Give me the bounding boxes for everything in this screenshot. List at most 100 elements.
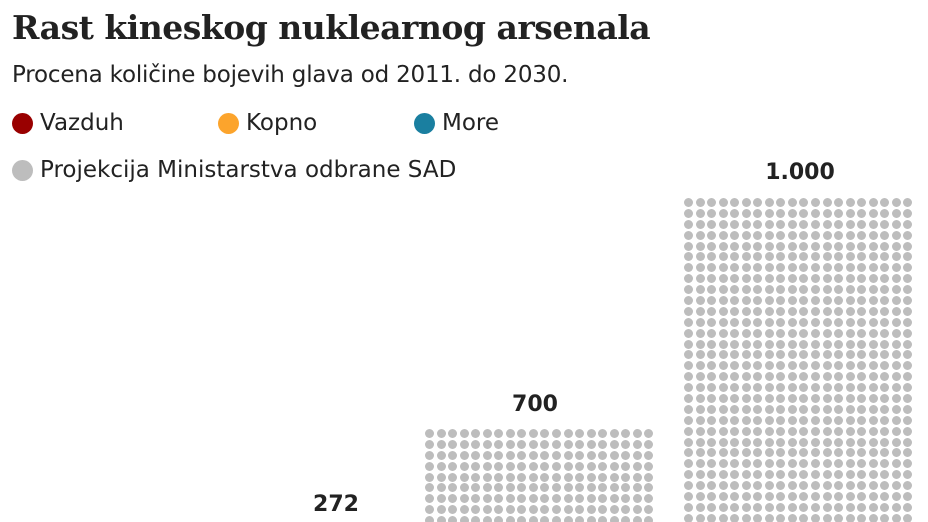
warhead-dot xyxy=(857,317,867,327)
warhead-dot xyxy=(621,450,631,460)
warhead-dot xyxy=(575,450,585,460)
warhead-dot xyxy=(718,502,728,512)
warhead-dot xyxy=(528,429,538,438)
warhead-dot xyxy=(822,306,832,316)
warhead-dot xyxy=(891,306,901,316)
warhead-dot xyxy=(903,263,913,273)
warhead-dot xyxy=(811,241,821,251)
warhead-dot xyxy=(764,394,774,404)
dot-bar xyxy=(425,428,656,522)
warhead-dot xyxy=(695,361,705,371)
warhead-dot xyxy=(868,481,878,491)
warhead-dot xyxy=(880,470,890,480)
warhead-dot xyxy=(528,472,538,482)
warhead-dot xyxy=(482,483,492,493)
warhead-dot xyxy=(787,470,797,480)
warhead-dot xyxy=(776,372,786,382)
warhead-dot xyxy=(632,483,642,493)
warhead-dot xyxy=(741,296,751,306)
warhead-dot xyxy=(880,415,890,425)
warhead-dot xyxy=(845,198,855,207)
warhead-dot xyxy=(609,505,619,515)
warhead-dot xyxy=(707,361,717,371)
warhead-dot xyxy=(741,241,751,251)
warhead-dot xyxy=(880,198,890,207)
warhead-dot xyxy=(868,198,878,207)
warhead-dot xyxy=(811,383,821,393)
warhead-dot xyxy=(448,516,458,522)
warhead-dot xyxy=(776,361,786,371)
warhead-dot xyxy=(741,492,751,502)
warhead-dot xyxy=(644,429,654,438)
warhead-dot xyxy=(494,494,504,504)
warhead-dot xyxy=(598,429,608,438)
warhead-dot xyxy=(799,339,809,349)
warhead-dot xyxy=(811,459,821,469)
warhead-dot xyxy=(730,372,740,382)
warhead-dot xyxy=(707,459,717,469)
warhead-dot xyxy=(811,481,821,491)
warhead-dot xyxy=(787,241,797,251)
warhead-dot xyxy=(903,317,913,327)
warhead-dot xyxy=(764,219,774,229)
warhead-dot xyxy=(563,516,573,522)
warhead-dot xyxy=(609,429,619,438)
warhead-dot xyxy=(575,494,585,504)
warhead-dot xyxy=(857,306,867,316)
warhead-dot xyxy=(598,472,608,482)
warhead-dot xyxy=(891,328,901,338)
warhead-dot xyxy=(505,494,515,504)
warhead-dot xyxy=(741,230,751,240)
warhead-dot xyxy=(857,198,867,207)
warhead-dot xyxy=(787,415,797,425)
warhead-dot xyxy=(753,328,763,338)
warhead-dot xyxy=(718,426,728,436)
warhead-dot xyxy=(695,306,705,316)
warhead-dot xyxy=(834,252,844,262)
warhead-dot xyxy=(891,448,901,458)
warhead-dot xyxy=(436,494,446,504)
warhead-dot xyxy=(891,317,901,327)
warhead-dot xyxy=(753,426,763,436)
warhead-dot xyxy=(730,230,740,240)
warhead-dot xyxy=(528,461,538,471)
warhead-dot xyxy=(811,339,821,349)
warhead-dot xyxy=(764,470,774,480)
warhead-dot xyxy=(811,317,821,327)
warhead-dot xyxy=(776,437,786,447)
warhead-dot xyxy=(718,306,728,316)
warhead-dot xyxy=(787,274,797,284)
warhead-dot xyxy=(787,513,797,522)
warhead-dot xyxy=(718,415,728,425)
warhead-dot xyxy=(834,481,844,491)
warhead-dot xyxy=(695,502,705,512)
warhead-dot xyxy=(707,252,717,262)
warhead-dot xyxy=(741,470,751,480)
warhead-dot xyxy=(632,516,642,522)
warhead-dot xyxy=(632,494,642,504)
warhead-dot xyxy=(776,404,786,414)
warhead-dot xyxy=(718,263,728,273)
warhead-dot xyxy=(857,208,867,218)
warhead-dot xyxy=(799,198,809,207)
warhead-dot xyxy=(799,263,809,273)
warhead-dot xyxy=(776,252,786,262)
warhead-dot xyxy=(753,285,763,295)
warhead-dot xyxy=(741,198,751,207)
warhead-dot xyxy=(741,459,751,469)
warhead-dot xyxy=(822,481,832,491)
warhead-dot xyxy=(799,361,809,371)
warhead-dot xyxy=(730,219,740,229)
warhead-dot xyxy=(575,516,585,522)
warhead-dot xyxy=(764,361,774,371)
warhead-dot xyxy=(695,404,705,414)
warhead-dot xyxy=(586,450,596,460)
warhead-dot xyxy=(718,437,728,447)
warhead-dot xyxy=(741,252,751,262)
warhead-dot xyxy=(505,472,515,482)
warhead-dot xyxy=(845,361,855,371)
warhead-dot xyxy=(764,481,774,491)
warhead-dot xyxy=(845,350,855,360)
warhead-dot xyxy=(891,459,901,469)
warhead-dot xyxy=(684,448,693,458)
